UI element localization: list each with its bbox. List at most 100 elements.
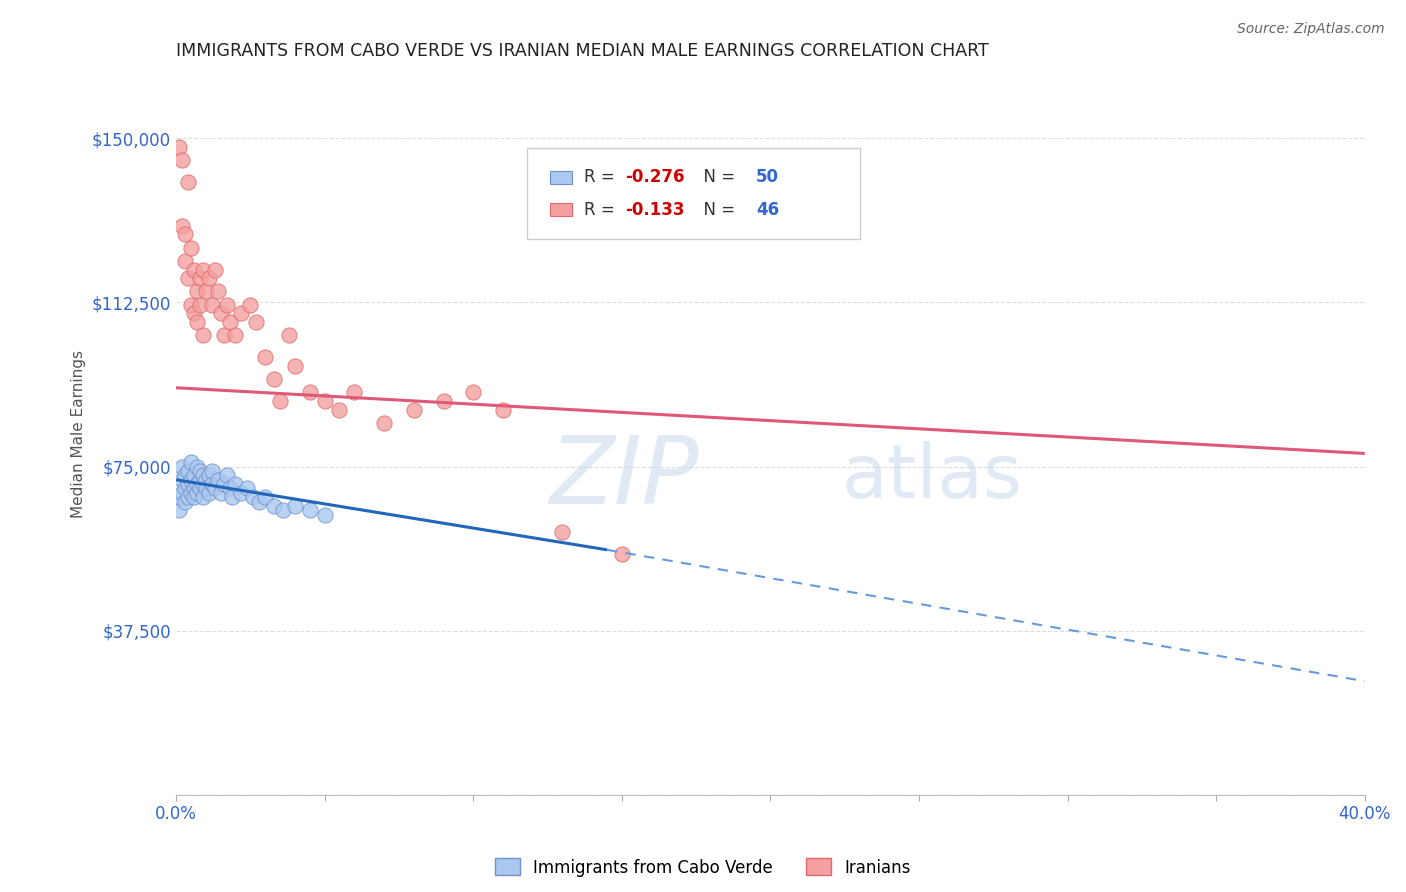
Point bbox=[170, 473, 193, 487]
Point bbox=[263, 372, 285, 386]
Point bbox=[254, 490, 277, 504]
Point bbox=[167, 140, 190, 154]
Point bbox=[170, 486, 193, 500]
Point bbox=[183, 306, 205, 320]
Point bbox=[231, 306, 253, 320]
Point bbox=[204, 482, 226, 496]
Point bbox=[218, 315, 240, 329]
Point bbox=[194, 285, 217, 299]
Point bbox=[278, 328, 301, 343]
Point bbox=[201, 464, 224, 478]
Point bbox=[314, 393, 336, 408]
Point bbox=[180, 486, 202, 500]
Point bbox=[610, 547, 633, 561]
Point bbox=[188, 464, 211, 478]
Point bbox=[177, 271, 200, 285]
Point bbox=[194, 482, 217, 496]
Point bbox=[177, 477, 200, 491]
Point bbox=[209, 306, 232, 320]
Point bbox=[194, 473, 217, 487]
Point bbox=[186, 477, 208, 491]
FancyBboxPatch shape bbox=[527, 148, 859, 239]
Point bbox=[201, 477, 224, 491]
Point bbox=[170, 459, 193, 474]
Point bbox=[204, 262, 226, 277]
Point bbox=[167, 503, 190, 517]
Point bbox=[314, 508, 336, 522]
FancyBboxPatch shape bbox=[551, 170, 572, 184]
Point bbox=[432, 393, 454, 408]
Text: R =: R = bbox=[583, 201, 620, 219]
Point bbox=[174, 227, 197, 242]
Point bbox=[212, 477, 235, 491]
Point bbox=[343, 385, 366, 400]
Point bbox=[245, 315, 267, 329]
Point bbox=[197, 468, 219, 483]
Point bbox=[191, 477, 214, 491]
Point bbox=[212, 328, 235, 343]
Point bbox=[183, 262, 205, 277]
Point bbox=[263, 499, 285, 513]
Point bbox=[177, 464, 200, 478]
Point bbox=[174, 253, 197, 268]
Point bbox=[188, 482, 211, 496]
Point bbox=[284, 359, 307, 373]
Point bbox=[373, 416, 395, 430]
Point bbox=[298, 385, 321, 400]
Point bbox=[492, 402, 515, 417]
Point bbox=[269, 393, 291, 408]
Point bbox=[221, 490, 243, 504]
Point bbox=[186, 315, 208, 329]
Point bbox=[177, 490, 200, 504]
Point bbox=[298, 503, 321, 517]
Point bbox=[224, 477, 246, 491]
Point bbox=[402, 402, 425, 417]
Text: IMMIGRANTS FROM CABO VERDE VS IRANIAN MEDIAN MALE EARNINGS CORRELATION CHART: IMMIGRANTS FROM CABO VERDE VS IRANIAN ME… bbox=[176, 42, 988, 60]
Point bbox=[174, 494, 197, 508]
Text: -0.276: -0.276 bbox=[626, 169, 685, 186]
Point bbox=[207, 285, 229, 299]
Point bbox=[231, 486, 253, 500]
Point bbox=[197, 271, 219, 285]
Point bbox=[328, 402, 350, 417]
Point bbox=[239, 297, 262, 311]
Point bbox=[224, 328, 246, 343]
Text: 46: 46 bbox=[756, 201, 779, 219]
Point bbox=[174, 482, 197, 496]
Point bbox=[254, 350, 277, 364]
Text: N =: N = bbox=[693, 201, 741, 219]
Text: -0.133: -0.133 bbox=[626, 201, 685, 219]
Text: ZIP: ZIP bbox=[550, 432, 699, 523]
Point bbox=[551, 525, 574, 540]
Point bbox=[180, 241, 202, 255]
Point bbox=[215, 468, 238, 483]
Text: 50: 50 bbox=[756, 169, 779, 186]
Point bbox=[463, 385, 485, 400]
Point bbox=[170, 153, 193, 167]
Text: R =: R = bbox=[583, 169, 620, 186]
Point bbox=[180, 473, 202, 487]
Point bbox=[218, 482, 240, 496]
Text: Source: ZipAtlas.com: Source: ZipAtlas.com bbox=[1237, 22, 1385, 37]
Point bbox=[170, 219, 193, 233]
Point bbox=[215, 297, 238, 311]
Point bbox=[191, 490, 214, 504]
Point bbox=[191, 468, 214, 483]
Point bbox=[271, 503, 294, 517]
Point bbox=[183, 468, 205, 483]
Text: N =: N = bbox=[693, 169, 741, 186]
Legend: Immigrants from Cabo Verde, Iranians: Immigrants from Cabo Verde, Iranians bbox=[495, 858, 911, 877]
Point bbox=[209, 486, 232, 500]
Point bbox=[180, 297, 202, 311]
Point bbox=[186, 459, 208, 474]
Point bbox=[186, 486, 208, 500]
Point bbox=[174, 468, 197, 483]
Point bbox=[191, 328, 214, 343]
Point bbox=[197, 486, 219, 500]
Point bbox=[188, 297, 211, 311]
Text: atlas: atlas bbox=[842, 441, 1022, 514]
Point bbox=[186, 285, 208, 299]
Point bbox=[188, 271, 211, 285]
Point bbox=[207, 473, 229, 487]
FancyBboxPatch shape bbox=[551, 203, 572, 216]
